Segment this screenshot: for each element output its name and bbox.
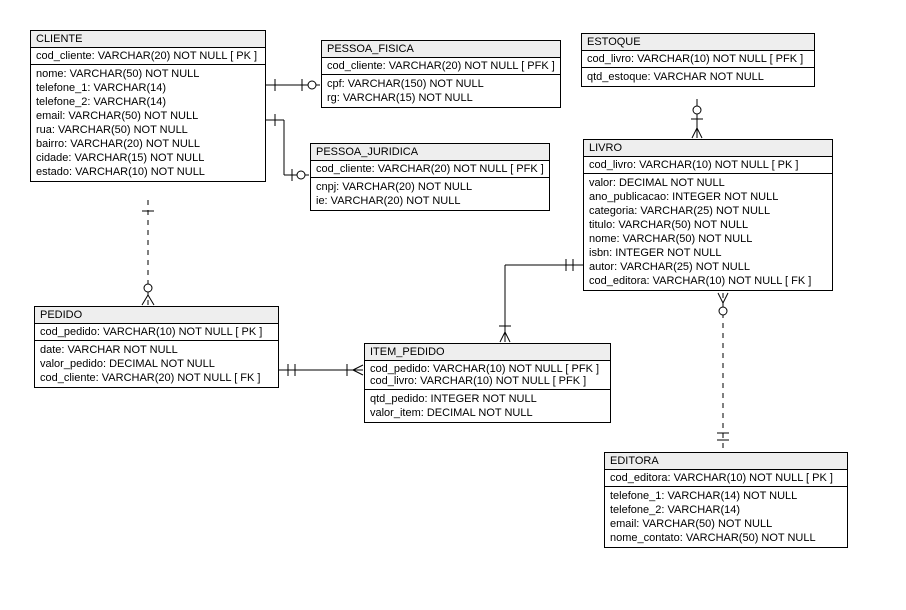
attr: autor: VARCHAR(25) NOT NULL xyxy=(589,260,827,274)
entity-cliente: CLIENTE cod_cliente: VARCHAR(20) NOT NUL… xyxy=(30,30,266,182)
entity-attrs-pessoa-fisica: cpf: VARCHAR(150) NOT NULL rg: VARCHAR(1… xyxy=(322,75,560,107)
entity-pk-pedido: cod_pedido: VARCHAR(10) NOT NULL [ PK ] xyxy=(35,324,278,341)
attr: telefone_1: VARCHAR(14) xyxy=(36,81,260,95)
rel-livro-editora xyxy=(717,293,729,451)
entity-pk-estoque: cod_livro: VARCHAR(10) NOT NULL [ PFK ] xyxy=(582,51,814,68)
attr: telefone_2: VARCHAR(14) xyxy=(610,503,842,517)
attr: isbn: INTEGER NOT NULL xyxy=(589,246,827,260)
entity-pk-cliente: cod_cliente: VARCHAR(20) NOT NULL [ PK ] xyxy=(31,48,265,65)
entity-attrs-estoque: qtd_estoque: VARCHAR NOT NULL xyxy=(582,68,814,86)
attr: cod_cliente: VARCHAR(20) NOT NULL [ FK ] xyxy=(40,371,273,385)
attr: valor_pedido: DECIMAL NOT NULL xyxy=(40,357,273,371)
entity-title-cliente: CLIENTE xyxy=(31,31,265,48)
entity-attrs-livro: valor: DECIMAL NOT NULL ano_publicacao: … xyxy=(584,174,832,290)
entity-attrs-item-pedido: qtd_pedido: INTEGER NOT NULL valor_item:… xyxy=(365,390,610,422)
entity-pessoa-juridica: PESSOA_JURIDICA cod_cliente: VARCHAR(20)… xyxy=(310,143,550,211)
entity-attrs-editora: telefone_1: VARCHAR(14) NOT NULL telefon… xyxy=(605,487,847,547)
entity-pk-item-pedido: cod_pedido: VARCHAR(10) NOT NULL [ PFK ]… xyxy=(365,361,610,390)
rel-estoque-livro xyxy=(691,99,703,138)
entity-item-pedido: ITEM_PEDIDO cod_pedido: VARCHAR(10) NOT … xyxy=(364,343,611,423)
entity-title-editora: EDITORA xyxy=(605,453,847,470)
entity-attrs-pessoa-juridica: cnpj: VARCHAR(20) NOT NULL ie: VARCHAR(2… xyxy=(311,178,549,210)
rel-pedido-item-pedido xyxy=(278,364,363,376)
entity-attrs-cliente: nome: VARCHAR(50) NOT NULL telefone_1: V… xyxy=(31,65,265,181)
entity-pessoa-fisica: PESSOA_FISICA cod_cliente: VARCHAR(20) N… xyxy=(321,40,561,108)
attr: estado: VARCHAR(10) NOT NULL xyxy=(36,165,260,179)
entity-title-pedido: PEDIDO xyxy=(35,307,278,324)
entity-title-estoque: ESTOQUE xyxy=(582,34,814,51)
rel-livro-item-pedido xyxy=(499,259,583,342)
attr: titulo: VARCHAR(50) NOT NULL xyxy=(589,218,827,232)
attr: nome_contato: VARCHAR(50) NOT NULL xyxy=(610,531,842,545)
attr: email: VARCHAR(50) NOT NULL xyxy=(610,517,842,531)
entity-estoque: ESTOQUE cod_livro: VARCHAR(10) NOT NULL … xyxy=(581,33,815,87)
entity-attrs-pedido: date: VARCHAR NOT NULL valor_pedido: DEC… xyxy=(35,341,278,387)
attr: valor_item: DECIMAL NOT NULL xyxy=(370,406,605,420)
attr: cnpj: VARCHAR(20) NOT NULL xyxy=(316,180,544,194)
attr: cidade: VARCHAR(15) NOT NULL xyxy=(36,151,260,165)
attr: cod_editora: VARCHAR(10) NOT NULL [ FK ] xyxy=(589,274,827,288)
entity-editora: EDITORA cod_editora: VARCHAR(10) NOT NUL… xyxy=(604,452,848,548)
rel-cliente-pedido xyxy=(142,200,154,305)
pk-line: cod_pedido: VARCHAR(10) NOT NULL [ PFK ] xyxy=(370,363,605,375)
attr: cpf: VARCHAR(150) NOT NULL xyxy=(327,77,555,91)
entity-pk-editora: cod_editora: VARCHAR(10) NOT NULL [ PK ] xyxy=(605,470,847,487)
attr: ie: VARCHAR(20) NOT NULL xyxy=(316,194,544,208)
attr: nome: VARCHAR(50) NOT NULL xyxy=(589,232,827,246)
entity-title-pessoa-juridica: PESSOA_JURIDICA xyxy=(311,144,549,161)
entity-livro: LIVRO cod_livro: VARCHAR(10) NOT NULL [ … xyxy=(583,139,833,291)
attr: ano_publicacao: INTEGER NOT NULL xyxy=(589,190,827,204)
attr: valor: DECIMAL NOT NULL xyxy=(589,176,827,190)
attr: bairro: VARCHAR(20) NOT NULL xyxy=(36,137,260,151)
entity-title-livro: LIVRO xyxy=(584,140,832,157)
attr: nome: VARCHAR(50) NOT NULL xyxy=(36,67,260,81)
attr: categoria: VARCHAR(25) NOT NULL xyxy=(589,204,827,218)
pk-line: cod_livro: VARCHAR(10) NOT NULL [ PFK ] xyxy=(370,375,605,387)
entity-title-pessoa-fisica: PESSOA_FISICA xyxy=(322,41,560,58)
entity-title-item-pedido: ITEM_PEDIDO xyxy=(365,344,610,361)
entity-pedido: PEDIDO cod_pedido: VARCHAR(10) NOT NULL … xyxy=(34,306,279,388)
attr: rua: VARCHAR(50) NOT NULL xyxy=(36,123,260,137)
entity-pk-pessoa-juridica: cod_cliente: VARCHAR(20) NOT NULL [ PFK … xyxy=(311,161,549,178)
attr: telefone_1: VARCHAR(14) NOT NULL xyxy=(610,489,842,503)
attr: date: VARCHAR NOT NULL xyxy=(40,343,273,357)
attr: qtd_estoque: VARCHAR NOT NULL xyxy=(587,70,809,84)
rel-cliente-pessoa-juridica xyxy=(265,114,309,181)
entity-pk-livro: cod_livro: VARCHAR(10) NOT NULL [ PK ] xyxy=(584,157,832,174)
attr: qtd_pedido: INTEGER NOT NULL xyxy=(370,392,605,406)
attr: rg: VARCHAR(15) NOT NULL xyxy=(327,91,555,105)
rel-cliente-pessoa-fisica xyxy=(265,79,320,91)
attr: email: VARCHAR(50) NOT NULL xyxy=(36,109,260,123)
attr: telefone_2: VARCHAR(14) xyxy=(36,95,260,109)
entity-pk-pessoa-fisica: cod_cliente: VARCHAR(20) NOT NULL [ PFK … xyxy=(322,58,560,75)
